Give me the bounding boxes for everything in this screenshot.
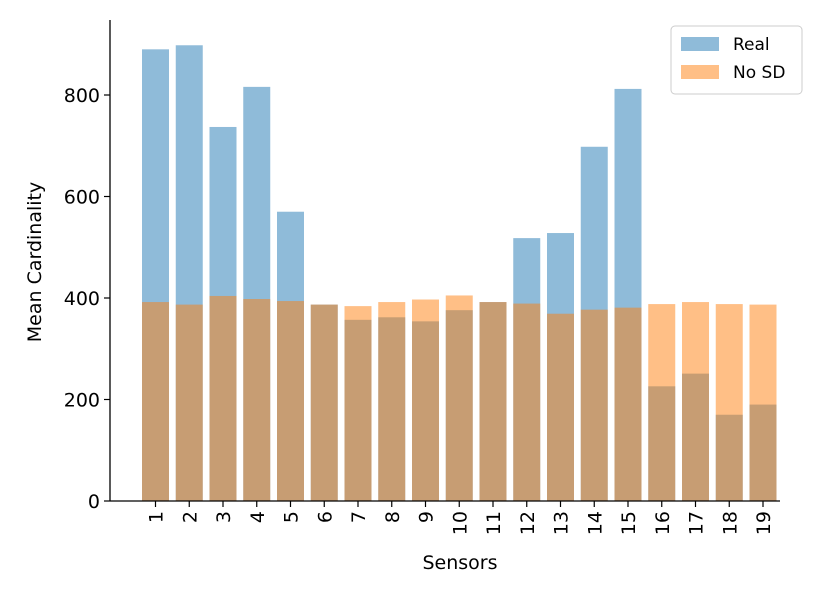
bars-layer (142, 45, 777, 502)
x-tick-label-3: 3 (213, 511, 235, 523)
x-tick-label-7: 7 (348, 511, 370, 523)
x-tick-label-17: 17 (686, 511, 708, 535)
bar-nosd-12 (513, 303, 541, 501)
x-tick-label-10: 10 (449, 511, 471, 535)
bar-nosd-8 (378, 302, 406, 501)
x-tick-label-5: 5 (281, 511, 303, 523)
legend-swatch-nosd (681, 65, 719, 79)
bar-nosd-4 (243, 299, 271, 501)
bar-nosd-10 (445, 295, 473, 501)
bar-nosd-11 (479, 302, 507, 501)
bar-nosd-13 (547, 313, 574, 501)
y-axis-label: Mean Cardinality (24, 182, 46, 342)
bar-nosd-6 (310, 304, 338, 501)
bar-nosd-5 (277, 301, 304, 501)
legend-swatch-real (681, 37, 719, 51)
legend: Real No SD (670, 25, 803, 95)
bar-nosd-15 (614, 307, 642, 501)
bar-nosd-9 (412, 299, 439, 501)
x-tick-label-19: 19 (753, 511, 775, 535)
x-tick-label-18: 18 (719, 511, 741, 535)
bar-nosd-1 (142, 302, 169, 501)
x-axis-label: Sensors (422, 552, 497, 574)
x-tick-label-9: 9 (416, 511, 438, 523)
legend-label-nosd: No SD (733, 63, 785, 83)
bar-nosd-14 (580, 309, 608, 501)
x-tick-label-13: 13 (551, 511, 573, 535)
bar-nosd-19 (749, 304, 777, 501)
x-tick-label-12: 12 (517, 511, 539, 535)
bar-nosd-3 (209, 295, 237, 501)
y-tick-label-400: 400 (64, 288, 100, 310)
x-tick-label-11: 11 (483, 511, 505, 535)
x-tick-label-15: 15 (618, 511, 640, 535)
bar-nosd-2 (175, 304, 203, 501)
legend-label-real: Real (733, 35, 770, 55)
y-tick-label-600: 600 (64, 187, 100, 209)
bar-nosd-17 (682, 302, 709, 501)
y-tick-label-800: 800 (64, 85, 100, 107)
x-tick-label-1: 1 (146, 511, 168, 523)
x-tick-label-4: 4 (247, 511, 269, 523)
y-tick-label-0: 0 (88, 491, 100, 513)
x-tick-label-6: 6 (314, 511, 336, 523)
x-tick-label-16: 16 (652, 511, 674, 535)
bar-nosd-7 (344, 306, 372, 501)
bar-nosd-18 (715, 304, 743, 501)
x-tick-label-14: 14 (584, 511, 606, 535)
x-tick-label-8: 8 (382, 511, 404, 523)
bar-nosd-16 (648, 304, 676, 501)
x-tick-label-2: 2 (179, 511, 201, 523)
y-tick-label-200: 200 (64, 390, 100, 412)
